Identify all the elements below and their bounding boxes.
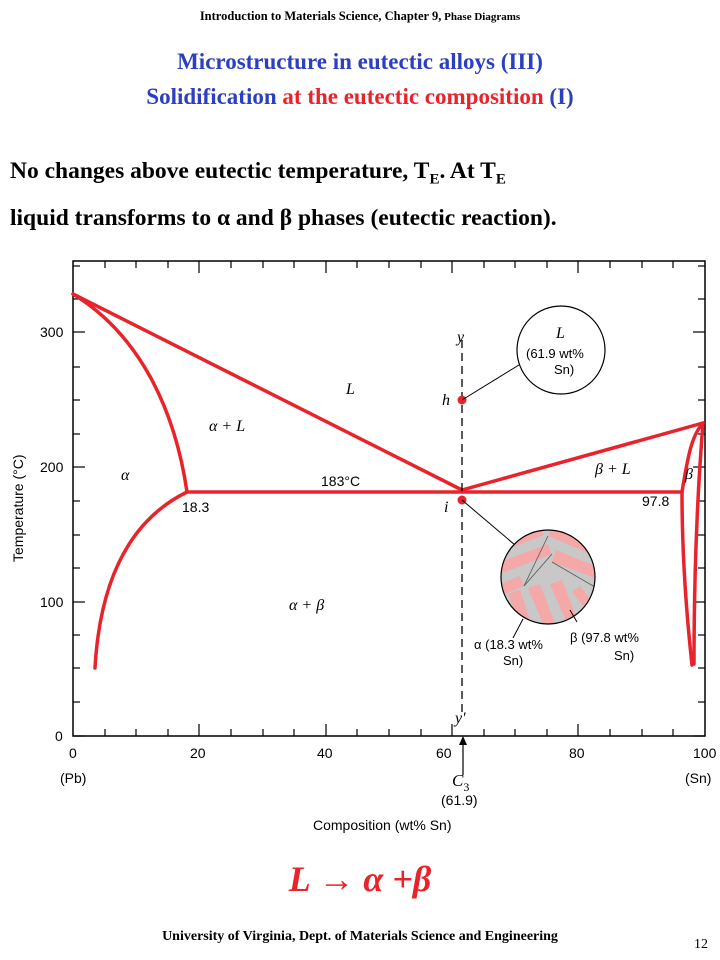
eutectic-reaction-equation: L → α +β [288,859,432,899]
header-main: Introduction to Materials Science, Chapt… [199,9,442,23]
region-beta: β [684,466,693,483]
line-label-top: y [455,329,465,346]
subtitle-part-1: Solidification [146,84,277,109]
point-h-label: h [442,392,450,409]
course-header: Introduction to Materials Science, Chapt… [0,9,720,24]
region-alpha: α [121,467,130,484]
beta-phase-pointer [569,609,578,623]
subscript-e-1: E [429,171,440,188]
c3-arrowhead [459,736,467,745]
x-tick-label: 60 [436,745,452,761]
subtitle-part-3: (I) [543,84,574,109]
y-tick-label: 100 [40,594,64,610]
liquid-bubble-composition: (61.9 wt% [526,346,584,361]
y-axis-ticks [73,265,705,737]
microstructure-pointer [461,499,516,546]
x-axis-ticks [104,261,674,736]
solvus-right-2 [692,421,705,666]
footer-affiliation: University of Virginia, Dept. of Materia… [162,929,558,944]
liquid-bubble-composition-2: Sn) [554,362,574,377]
liquid-bubble-pointer [461,359,528,401]
plot-frame [72,260,706,737]
alpha-phase-pointer [512,618,524,639]
alpha-phase-label: α (18.3 wt% [474,637,543,652]
liquid-bubble [516,305,606,395]
solidus-right [680,421,705,494]
x-end-label-sn: (Sn) [685,770,711,786]
body-line-1: No changes above eutectic temperature, T… [10,152,710,199]
liquid-bubble-title: L [555,325,565,342]
beta-phase-label-2: Sn) [614,648,634,663]
phase-diagram: 0 100 200 300 Temperature (°C) 0 20 40 6… [10,260,717,833]
liquidus-right [460,421,705,492]
eutectic-temperature-label: 183°C [321,473,360,489]
solvus-right [680,490,694,667]
alpha-phase-label-2: Sn) [503,653,523,668]
body-line-2: liquid transforms to α and β phases (eut… [10,204,557,231]
c3-label: C3 [452,771,469,794]
c3-value: (61.9) [441,792,478,808]
solidus-left [71,292,189,494]
beta-composition-label: 97.8 [642,493,669,509]
region-alpha-liquid: α + L [209,418,245,435]
microstructure-bubble [500,529,596,625]
liquidus-left [71,292,464,492]
y-tick-label: 200 [40,459,64,475]
eutectic-microstructure [501,530,595,624]
body-text-a: No changes above eutectic temperature, T [10,158,430,184]
beta-phase-label: β (97.8 wt% [570,630,639,645]
body-text-b: . At T [439,158,496,184]
x-tick-label: 100 [693,745,717,761]
y-axis-label: Temperature (°C) [10,454,26,562]
body-paragraph: No changes above eutectic temperature, T… [10,152,710,237]
x-tick-label: 20 [190,745,206,761]
page-number: 12 [694,937,708,952]
x-tick-label: 80 [569,745,585,761]
region-beta-liquid: β + L [594,461,631,478]
y-tick-label: 0 [55,728,63,744]
header-subtitle: Phase Diagrams [441,11,521,23]
x-end-label-pb: (Pb) [60,770,86,786]
region-liquid: L [345,381,355,398]
solvus-left [93,490,189,670]
phase-boundaries [71,292,705,670]
body-line-1-text: No changes above eutectic temperature, T… [10,152,506,199]
point-i-label: i [444,499,448,516]
subtitle-part-2: at the eutectic composition [276,84,544,109]
slide-subtitle: Solidification at the eutectic compositi… [0,84,720,110]
x-tick-label: 40 [317,745,333,761]
x-tick-label: 0 [69,745,77,761]
x-axis-label: Composition (wt% Sn) [313,817,452,833]
y-tick-label: 300 [40,324,64,340]
alpha-composition-label: 18.3 [182,499,209,515]
region-alpha-beta: α + β [289,597,324,614]
slide-title: Microstructure in eutectic alloys (III) [177,49,543,74]
subscript-e-2: E [495,171,506,188]
line-label-bottom: y′ [453,710,466,727]
